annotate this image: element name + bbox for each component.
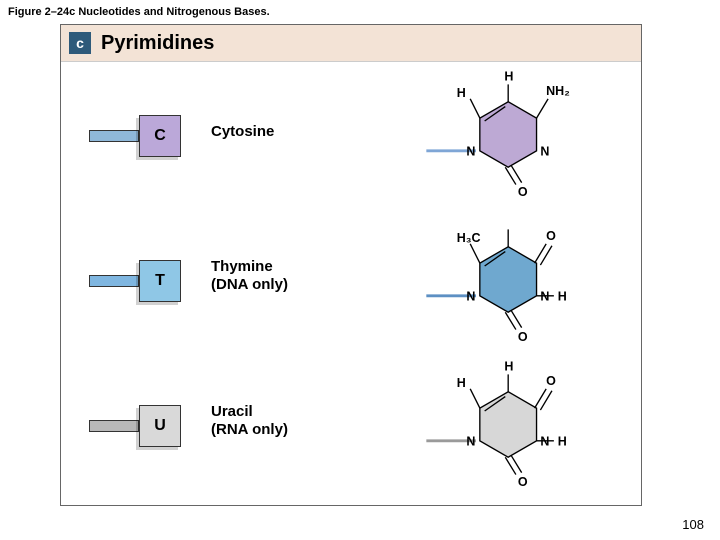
base-row-cytosine: C Cytosine H H NH₂ N N O bbox=[61, 65, 641, 205]
molecule-thymine: H₃C O N H N O bbox=[413, 214, 613, 344]
stick-icon bbox=[89, 275, 139, 287]
stick-icon bbox=[89, 420, 139, 432]
base-row-thymine: T Thymine (DNA only) H₃C O N H N O bbox=[61, 210, 641, 350]
panel-title: Pyrimidines bbox=[101, 32, 214, 55]
svg-text:O: O bbox=[518, 185, 528, 199]
svg-text:O: O bbox=[546, 374, 556, 388]
base-block-thymine: T bbox=[139, 260, 181, 302]
base-label-uracil: Uracil (RNA only) bbox=[211, 403, 288, 439]
molecule-uracil: H H O N H N O bbox=[413, 359, 613, 489]
svg-text:O: O bbox=[518, 475, 528, 489]
base-row-uracil: U Uracil (RNA only) H H O N H N O bbox=[61, 355, 641, 495]
panel: c Pyrimidines C Cytosine H H NH₂ N N O T bbox=[60, 24, 642, 506]
svg-text:H: H bbox=[504, 70, 513, 84]
svg-text:N: N bbox=[466, 290, 475, 304]
molecule-wrap-thymine: H₃C O N H N O bbox=[413, 214, 613, 344]
base-label-thymine: Thymine (DNA only) bbox=[211, 258, 288, 294]
molecule-wrap-uracil: H H O N H N O bbox=[413, 359, 613, 489]
svg-text:H: H bbox=[504, 360, 513, 374]
base-label-cytosine: Cytosine bbox=[211, 123, 274, 141]
svg-text:N: N bbox=[466, 435, 475, 449]
svg-text:N: N bbox=[466, 145, 475, 159]
svg-text:N: N bbox=[540, 435, 549, 449]
page-number: 108 bbox=[682, 517, 704, 532]
block-wrap-cytosine: C bbox=[89, 115, 181, 157]
base-block-uracil: U bbox=[139, 405, 181, 447]
stick-icon bbox=[89, 130, 139, 142]
svg-text:NH₂: NH₂ bbox=[546, 84, 570, 98]
svg-text:H₃C: H₃C bbox=[457, 231, 481, 245]
block-wrap-uracil: U bbox=[89, 405, 181, 447]
svg-text:H: H bbox=[457, 376, 466, 390]
panel-letter-box: c bbox=[69, 32, 91, 54]
panel-header: c Pyrimidines bbox=[61, 25, 641, 62]
svg-text:N: N bbox=[540, 145, 549, 159]
svg-text:H: H bbox=[558, 435, 567, 449]
svg-text:O: O bbox=[518, 330, 528, 344]
svg-text:H: H bbox=[558, 290, 567, 304]
svg-text:O: O bbox=[546, 229, 556, 243]
molecule-cytosine: H H NH₂ N N O bbox=[413, 69, 613, 199]
svg-text:H: H bbox=[457, 86, 466, 100]
block-wrap-thymine: T bbox=[89, 260, 181, 302]
molecule-wrap-cytosine: H H NH₂ N N O bbox=[413, 69, 613, 199]
figure-caption: Figure 2–24c Nucleotides and Nitrogenous… bbox=[8, 6, 270, 18]
svg-text:N: N bbox=[540, 290, 549, 304]
base-block-cytosine: C bbox=[139, 115, 181, 157]
